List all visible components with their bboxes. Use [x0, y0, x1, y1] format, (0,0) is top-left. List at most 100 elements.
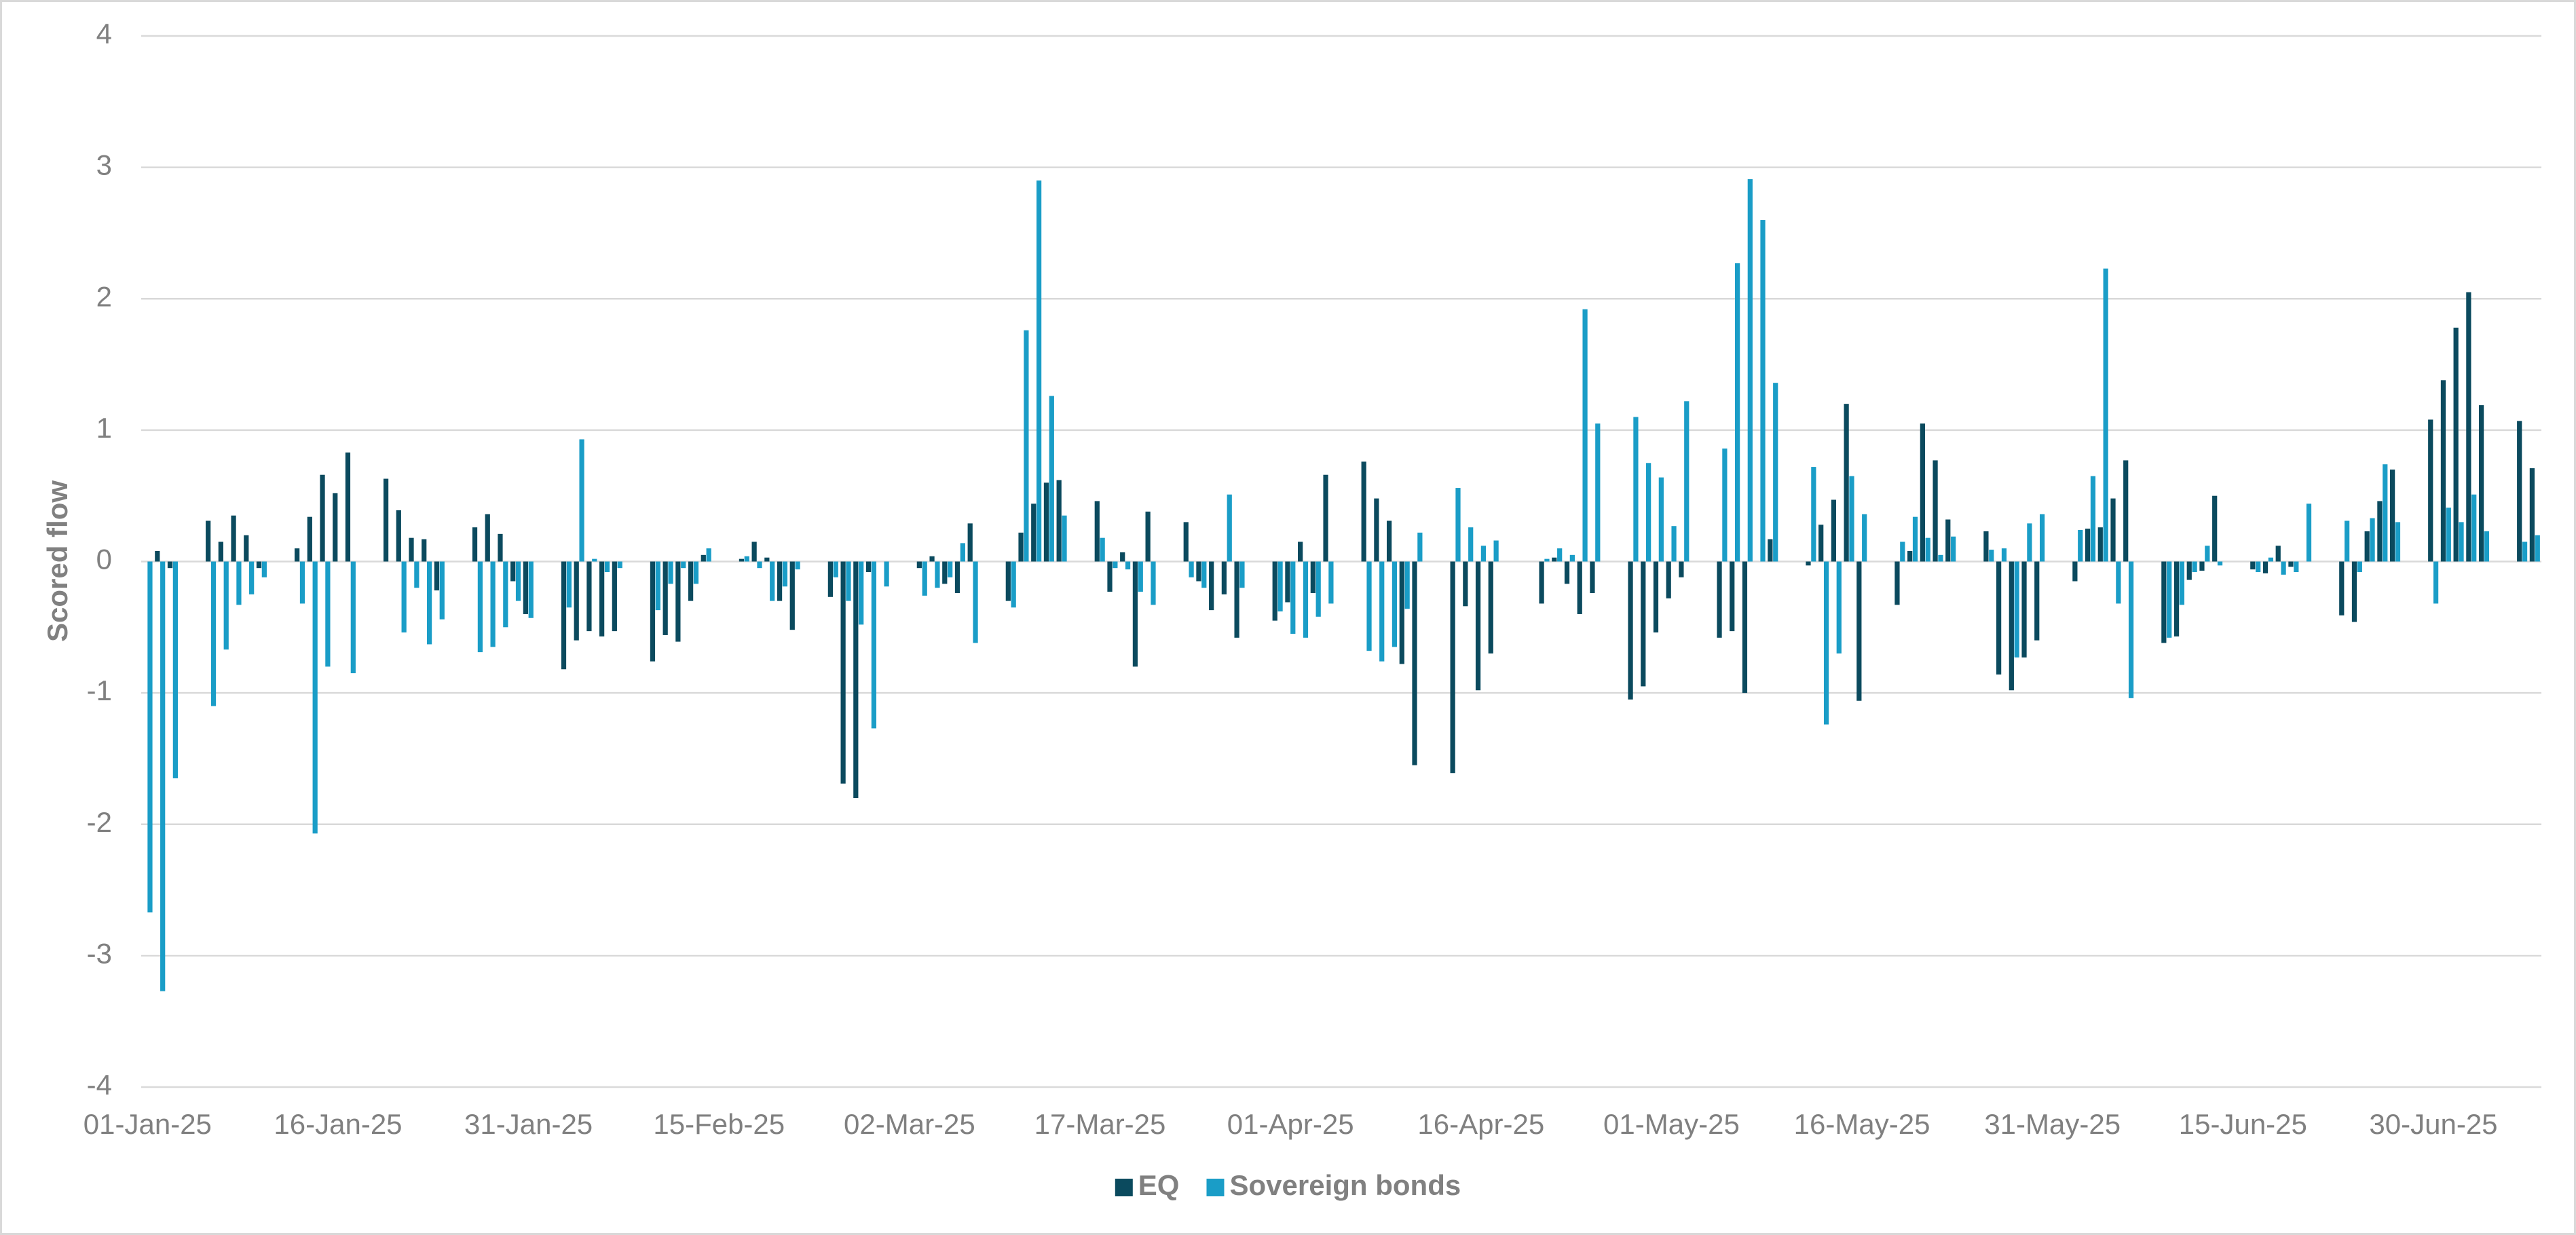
bar — [617, 561, 622, 569]
bar — [2250, 561, 2256, 570]
bar — [2078, 530, 2083, 562]
bar — [2345, 520, 2350, 562]
bar — [1018, 532, 1024, 562]
bar — [1328, 561, 1334, 604]
bar — [1290, 561, 1296, 634]
bar — [1450, 561, 1455, 774]
bar — [155, 551, 160, 562]
bar — [1107, 561, 1113, 592]
bar — [770, 561, 775, 601]
bar — [345, 452, 351, 562]
y-axis-label: Scored flow — [41, 480, 73, 642]
bar — [688, 561, 694, 601]
bar — [1011, 561, 1016, 608]
bar — [2370, 518, 2375, 562]
bar — [333, 493, 338, 562]
bar — [325, 561, 331, 667]
bar — [1303, 561, 1309, 638]
bar — [2034, 561, 2040, 641]
bar — [1544, 558, 1550, 562]
bar — [871, 561, 876, 729]
bar — [236, 561, 242, 605]
bar — [409, 537, 414, 562]
y-tick-label: 4 — [96, 18, 112, 50]
bar — [833, 561, 838, 577]
bar — [312, 561, 318, 834]
bar — [383, 478, 389, 562]
bar — [422, 539, 427, 562]
bar — [2383, 464, 2388, 562]
bar — [2027, 523, 2032, 562]
bar — [2535, 535, 2540, 562]
bar — [764, 557, 770, 562]
bar — [414, 561, 419, 588]
bar — [160, 561, 166, 991]
bar — [1399, 561, 1404, 664]
bar — [574, 561, 579, 641]
bar — [2179, 561, 2185, 605]
bar — [1227, 494, 1232, 562]
x-tick-label: 15-Jun-25 — [2179, 1108, 2307, 1140]
x-tick-label: 01-Apr-25 — [1227, 1108, 1354, 1140]
bar — [1552, 557, 1557, 562]
bar — [2199, 561, 2205, 571]
bar — [1831, 499, 1837, 562]
bar — [1113, 561, 1118, 569]
bar — [668, 561, 673, 584]
bar — [244, 535, 249, 562]
bar — [472, 527, 478, 562]
bar — [2288, 561, 2294, 567]
bar — [1062, 515, 1067, 562]
bar — [320, 474, 325, 562]
bar — [231, 515, 236, 562]
bar — [1938, 554, 1943, 562]
bar — [2522, 542, 2528, 562]
bar — [1132, 561, 1138, 667]
bar — [693, 561, 699, 584]
bar — [884, 561, 889, 587]
x-tick-label: 31-Jan-25 — [464, 1108, 593, 1140]
bar — [579, 439, 584, 562]
legend-label: Sovereign bonds — [1229, 1169, 1461, 1201]
bar — [840, 561, 846, 784]
bar — [744, 556, 749, 562]
bar — [1043, 482, 1049, 562]
bar — [1582, 309, 1588, 562]
bar — [1684, 401, 1690, 562]
bar — [2014, 561, 2019, 658]
bar — [2103, 268, 2108, 562]
bar — [2294, 561, 2299, 572]
bar — [2110, 498, 2116, 562]
bar — [295, 548, 300, 562]
bar — [1836, 561, 1842, 654]
bar — [757, 561, 762, 569]
bar — [1031, 504, 1037, 562]
bar — [2262, 561, 2269, 573]
bar — [2364, 531, 2370, 562]
bar — [1412, 561, 1417, 765]
bar — [2186, 561, 2192, 580]
bar — [1989, 550, 1994, 562]
bar — [612, 561, 617, 632]
y-tick-label: 3 — [96, 149, 112, 181]
bar — [1310, 561, 1315, 593]
bar — [350, 561, 356, 674]
bar — [1717, 561, 1722, 638]
bar — [2306, 504, 2312, 562]
bar — [2021, 561, 2027, 658]
bar — [2453, 327, 2459, 562]
bar — [2433, 561, 2439, 604]
bar — [1773, 383, 1778, 562]
bar — [1239, 561, 1245, 588]
bar — [2281, 561, 2286, 575]
x-tick-label: 16-Apr-25 — [1417, 1108, 1544, 1140]
bar — [2097, 527, 2103, 562]
bar — [2389, 469, 2395, 562]
bar — [2517, 421, 2522, 562]
bar — [218, 542, 223, 562]
bar — [827, 561, 834, 597]
bar — [942, 561, 948, 584]
bar — [1024, 330, 1029, 562]
bar — [1120, 552, 1125, 562]
